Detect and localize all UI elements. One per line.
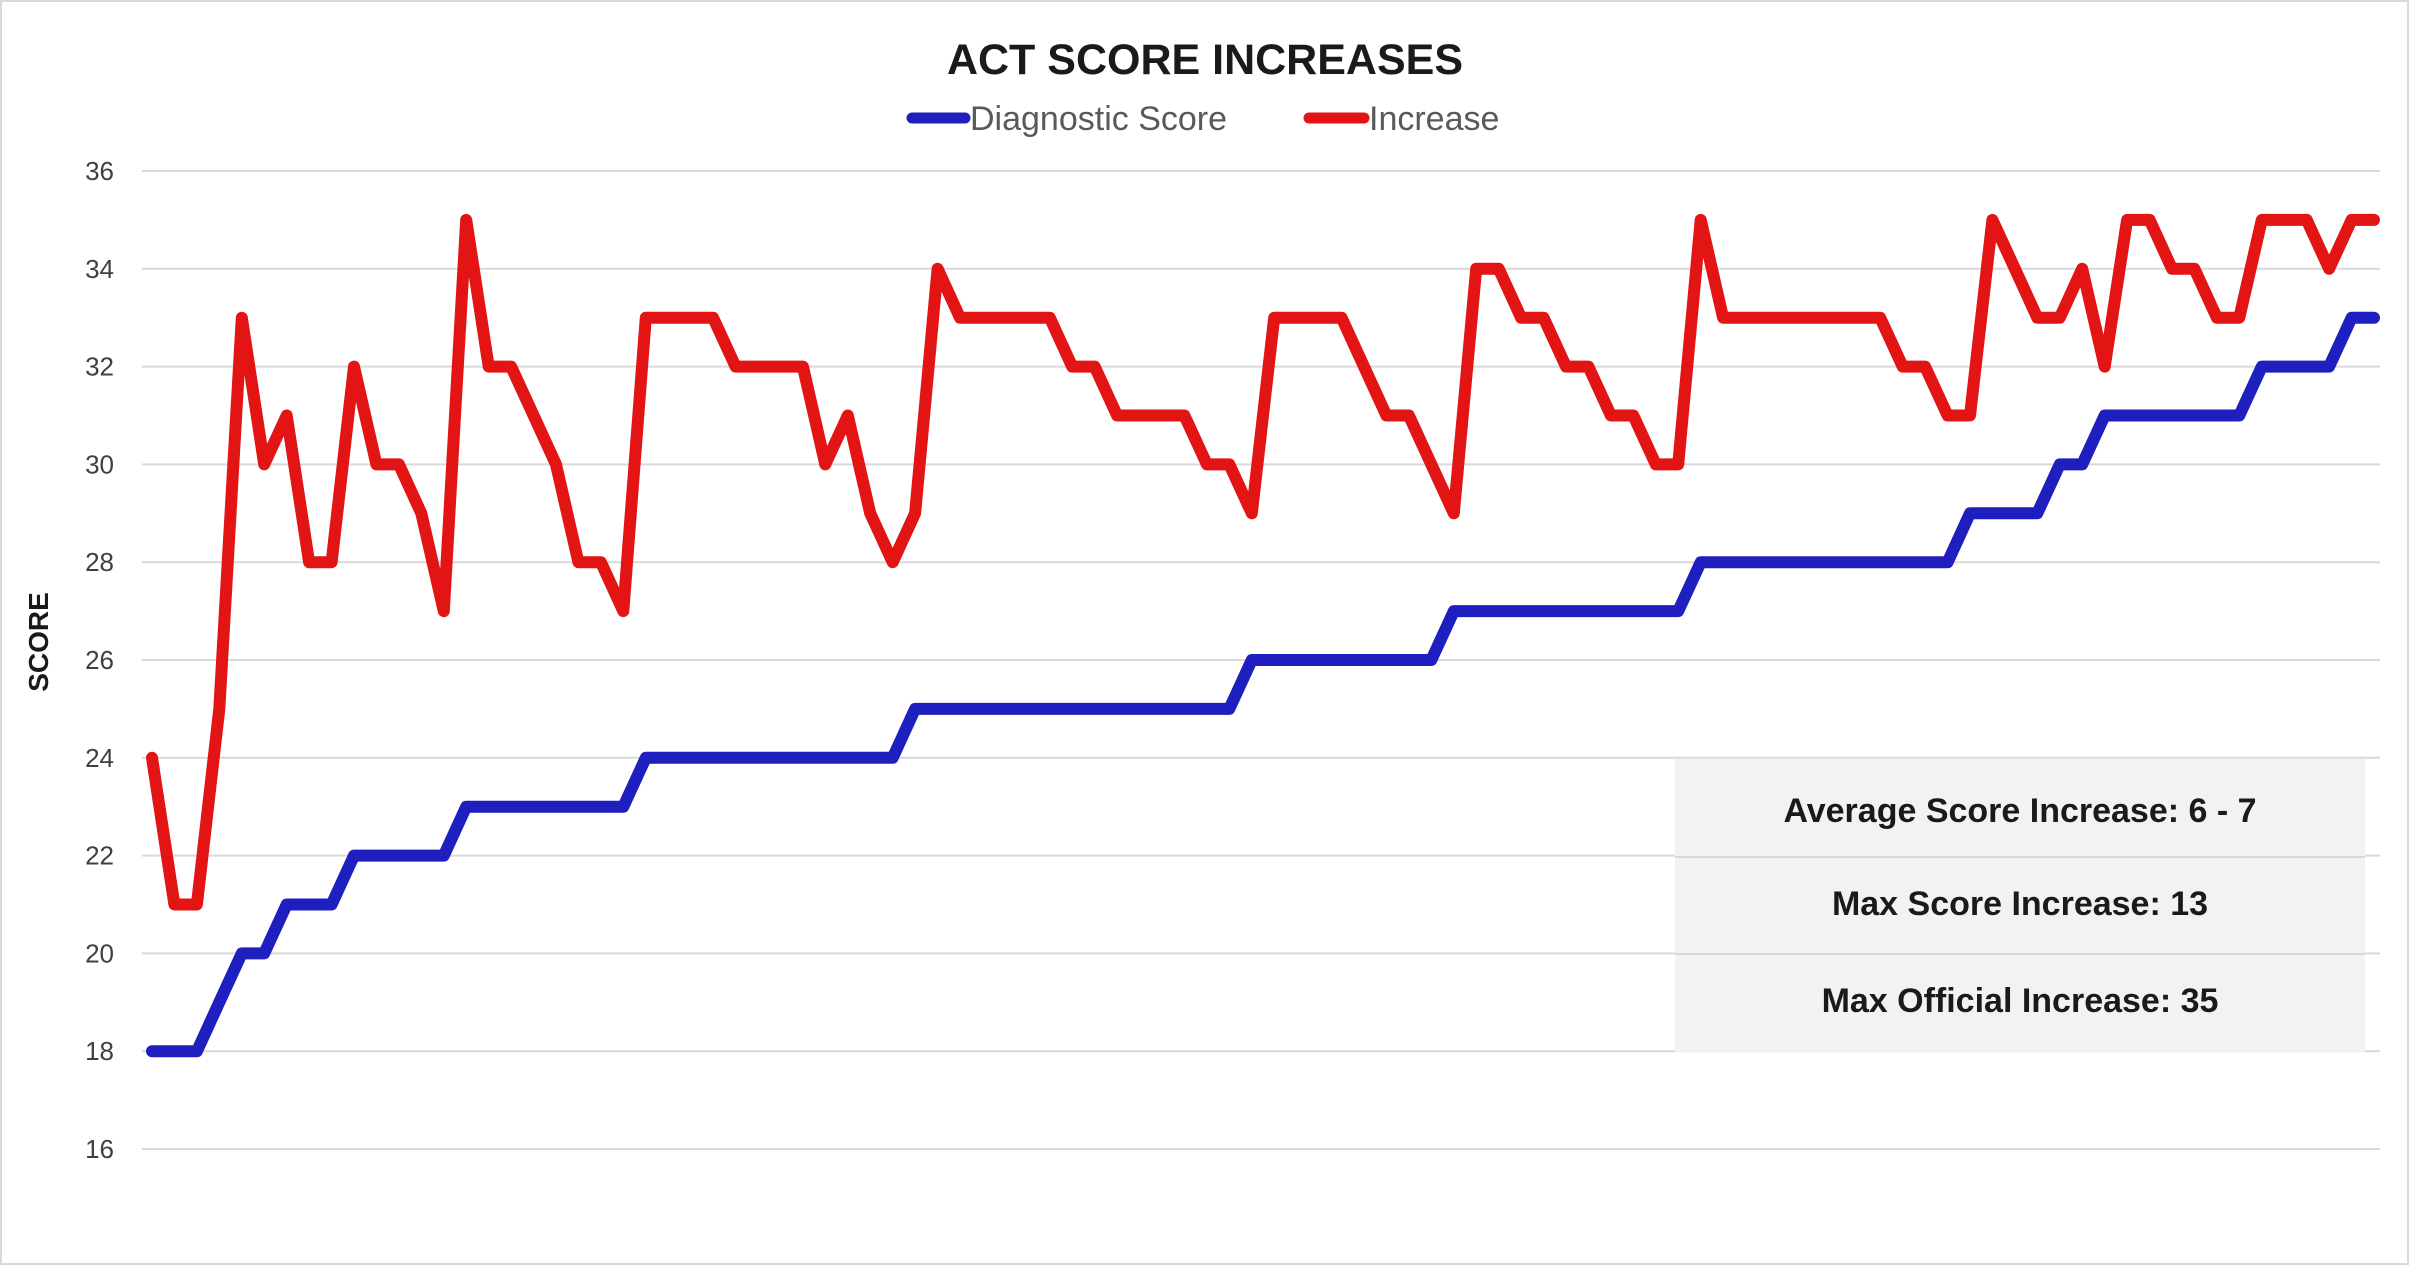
- stats-box: Average Score Increase: 6 - 7 Max Score …: [1675, 759, 2365, 1052]
- y-tick-label: 18: [85, 1036, 114, 1066]
- stat-max-official-increase: Max Official Increase: 35: [1822, 982, 2219, 1020]
- y-tick-labels: 16 18 20 22 24 26 28 30 32 34 36: [85, 156, 114, 1164]
- y-tick-label: 22: [85, 841, 114, 871]
- series-line-diagnostic-score: [146, 311, 2380, 1058]
- series-line-increase: [146, 213, 2380, 911]
- chart-title: ACT SCORE INCREASES: [947, 36, 1463, 84]
- stat-average-increase: Average Score Increase: 6 - 7: [1783, 792, 2256, 830]
- y-tick-label: 34: [85, 254, 114, 284]
- series-layer: [146, 213, 2380, 1058]
- legend: Diagnostic Score Increase: [906, 100, 1499, 138]
- legend-label-diagnostic: Diagnostic Score: [970, 100, 1227, 138]
- y-axis-label: SCORE: [23, 592, 54, 692]
- y-tick-label: 24: [85, 743, 114, 773]
- y-tick-label: 26: [85, 645, 114, 675]
- stats-box-background: [1675, 759, 2365, 1052]
- y-tick-label: 16: [85, 1134, 114, 1164]
- legend-item-increase: Increase: [1303, 100, 1499, 138]
- y-tick-label: 28: [85, 547, 114, 577]
- legend-item-diagnostic: Diagnostic Score: [906, 100, 1227, 138]
- legend-label-increase: Increase: [1369, 100, 1499, 138]
- y-tick-label: 30: [85, 449, 114, 479]
- y-tick-label: 20: [85, 938, 114, 968]
- stat-max-score-increase: Max Score Increase: 13: [1832, 885, 2208, 923]
- y-tick-label: 36: [85, 156, 114, 186]
- y-tick-label: 32: [85, 352, 114, 382]
